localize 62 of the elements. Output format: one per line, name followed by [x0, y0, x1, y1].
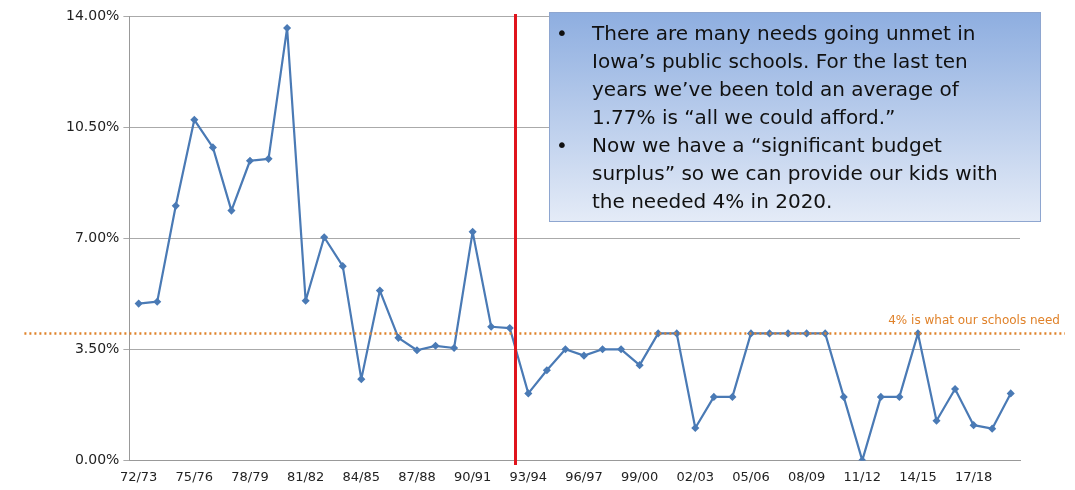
point	[135, 299, 143, 308]
point	[580, 352, 588, 360]
x-tick-label: 14/15	[899, 468, 937, 484]
x-tick-label: 75/76	[175, 468, 214, 484]
point	[524, 389, 532, 398]
point	[227, 206, 236, 215]
point	[376, 286, 384, 295]
point	[840, 393, 848, 401]
point	[691, 424, 699, 432]
x-tick-label: 05/06	[732, 468, 770, 484]
x-tick-label: 02/03	[676, 468, 715, 484]
point	[209, 143, 217, 152]
x-tick-label: 87/88	[398, 468, 436, 484]
x-tick-label: 90/91	[453, 468, 492, 484]
point	[598, 345, 607, 353]
point	[413, 346, 421, 354]
point	[469, 228, 477, 236]
point	[450, 344, 458, 352]
x-tick-label: 93/94	[509, 468, 548, 484]
point	[246, 157, 254, 165]
point	[172, 202, 180, 210]
point	[153, 298, 161, 306]
x-tick-label: 84/85	[342, 468, 381, 484]
x-tick-label: 81/82	[286, 468, 325, 484]
y-tick-label: 10.50%	[65, 117, 120, 134]
y-tick-label: 14.00%	[65, 6, 120, 23]
point	[728, 393, 737, 401]
x-tick-label: 72/73	[119, 468, 158, 484]
x-tick-label: 17/18	[954, 468, 993, 484]
point	[264, 155, 273, 163]
x-tick-label: 78/79	[231, 468, 269, 484]
point	[543, 366, 551, 374]
y-tick-label: 7.00%	[74, 228, 120, 245]
point	[320, 233, 328, 241]
point	[636, 361, 644, 369]
x-tick-label: 99/00	[620, 468, 659, 484]
point	[988, 425, 996, 433]
point	[951, 385, 959, 393]
point	[561, 345, 570, 353]
y-tick-label: 0.00%	[74, 451, 120, 468]
point	[487, 323, 495, 331]
point	[394, 334, 403, 342]
note-box: • There are many needs going unmet in Iowa’s public schools. For the last ten years we’ve been told an average of 1.77% is “all we could afford.” • Now we have a “significant budget surplus” so we can provide our kids with the needed 4% in 2020.	[549, 12, 1041, 222]
point	[932, 417, 941, 425]
point	[506, 324, 514, 332]
x-tick-label: 96/97	[565, 468, 603, 484]
point	[1007, 389, 1015, 398]
point	[877, 393, 885, 401]
point	[339, 262, 347, 270]
point	[357, 375, 365, 383]
point	[710, 393, 718, 401]
point	[617, 345, 625, 353]
point	[190, 116, 198, 124]
point	[970, 421, 978, 429]
point	[283, 24, 291, 32]
x-tick-label: 08/09	[787, 468, 826, 484]
point	[302, 297, 310, 305]
ref-line-label: 4% is what our schools need	[888, 312, 1060, 327]
point	[431, 342, 440, 350]
y-tick-label: 3.50%	[74, 339, 120, 356]
point	[895, 393, 903, 401]
x-tick-label: 11/12	[843, 468, 882, 484]
